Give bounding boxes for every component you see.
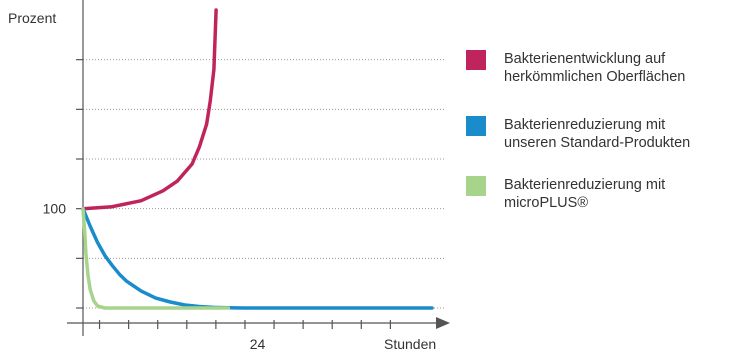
line-chart: Prozent Stunden 100 24: [8, 0, 450, 350]
legend-label-line: unseren Standard-Produkten: [504, 135, 691, 151]
legend-swatch-conventional: [466, 50, 486, 70]
legend-label-line: herkömmlichen Oberflächen: [504, 69, 686, 85]
x-tick-label: 24: [250, 336, 266, 350]
grid-lines: [83, 59, 445, 309]
y-tick-label: 100: [43, 201, 67, 217]
series-lines: [81, 8, 434, 310]
x-axis-arrow: [436, 317, 450, 329]
series-line-conventional: [81, 8, 218, 211]
legend-label-conventional: Bakterienentwicklung auf herkömmlichen O…: [504, 50, 685, 86]
x-axis-label: Stunden: [384, 336, 436, 350]
legend-item-microplus: Bakterienreduzierung mit microPLUS®: [466, 176, 665, 212]
legend: Bakterienentwicklung auf herkömmlichen O…: [466, 0, 732, 350]
axes: [67, 0, 450, 336]
y-axis-label: Prozent: [8, 10, 56, 26]
legend-item-conventional: Bakterienentwicklung auf herkömmlichen O…: [466, 50, 685, 86]
tick-labels: 100 24: [43, 201, 266, 350]
legend-item-standard: Bakterienreduzierung mit unseren Standar…: [466, 116, 690, 152]
legend-label-line: Bakterienreduzierung mit: [504, 177, 666, 193]
legend-label-line: Bakterienentwicklung auf: [504, 51, 666, 67]
legend-label-line: microPLUS®: [504, 195, 589, 211]
legend-swatch-microplus: [466, 176, 486, 196]
legend-swatch-standard: [466, 116, 486, 136]
series-line-microplus: [81, 206, 231, 310]
legend-label-standard: Bakterienreduzierung mit unseren Standar…: [504, 116, 690, 152]
legend-label-microplus: Bakterienreduzierung mit microPLUS®: [504, 176, 665, 212]
legend-label-line: Bakterienreduzierung mit: [504, 117, 666, 133]
